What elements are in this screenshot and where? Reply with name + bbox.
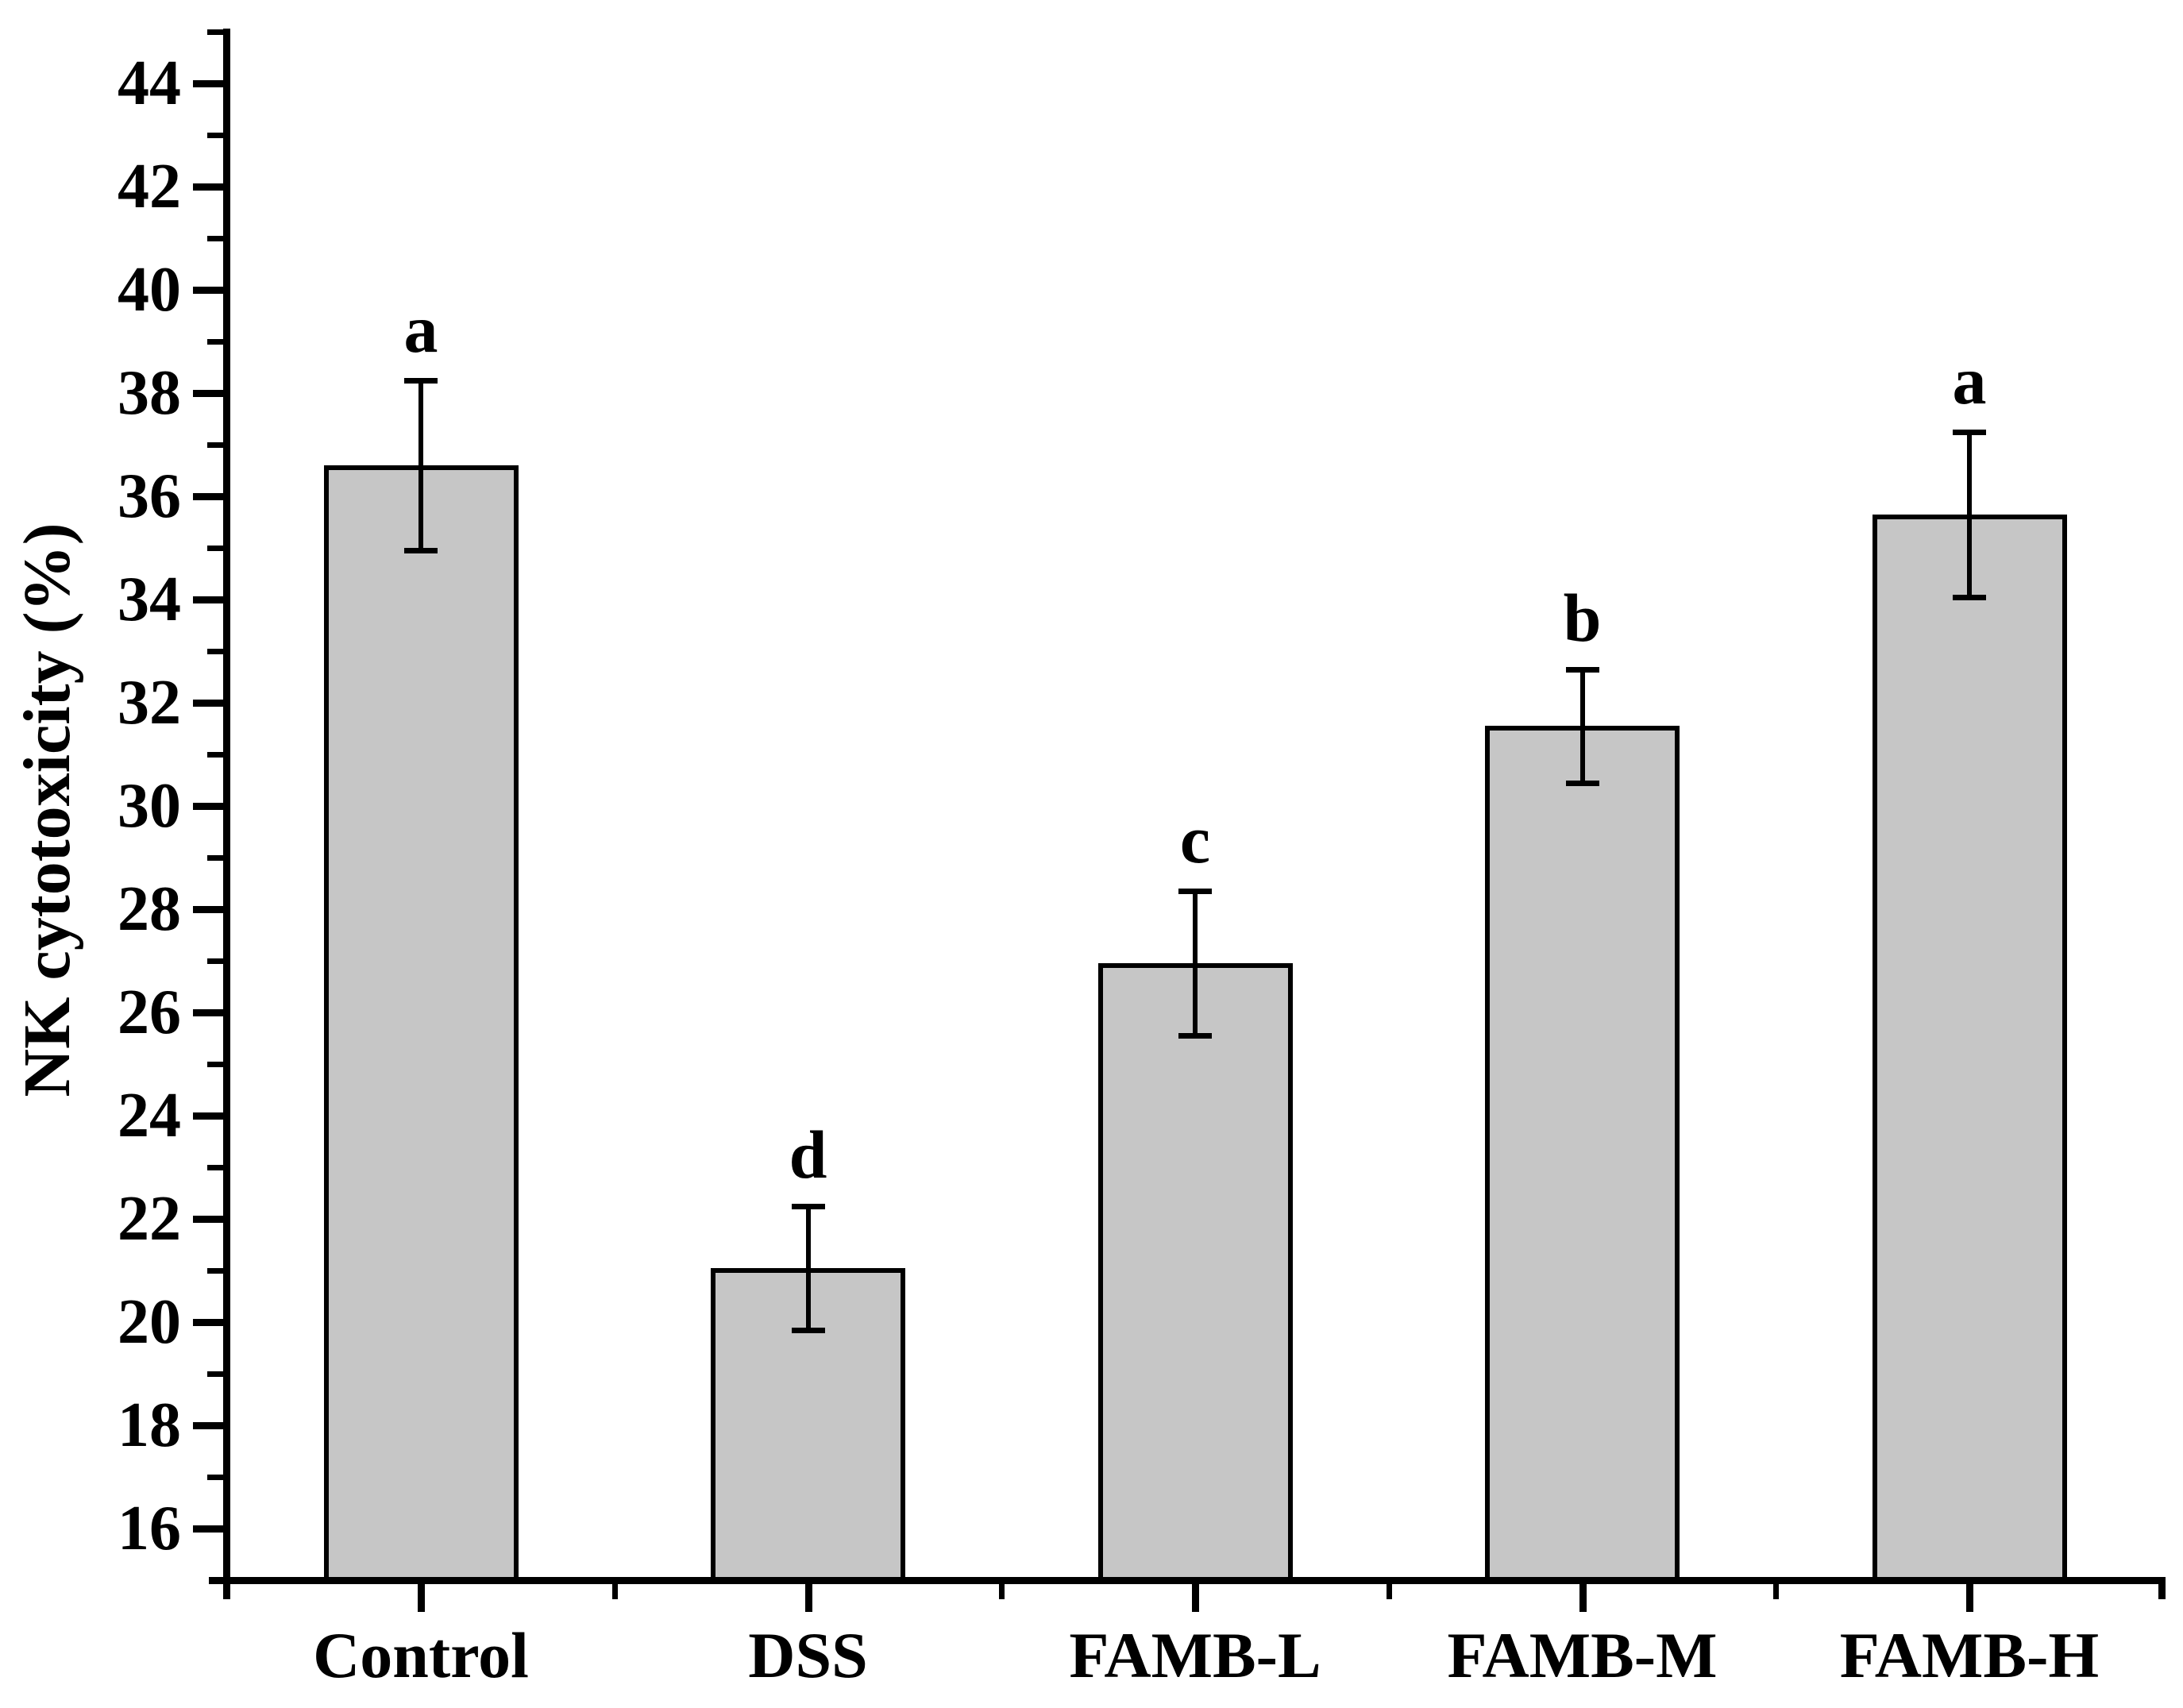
y-minor-tick [207, 1475, 223, 1480]
bar-famb-h [1872, 514, 2067, 1583]
y-major-tick [193, 183, 223, 191]
y-tick-label: 42 [118, 152, 181, 222]
y-tick-label: 30 [118, 771, 181, 841]
y-minor-tick [207, 649, 223, 654]
x-axis-end-tick [2158, 1580, 2166, 1599]
y-major-tick [193, 1525, 223, 1533]
y-tick-label: 22 [118, 1184, 181, 1254]
error-bar-cap-top [404, 377, 438, 384]
y-major-tick [193, 390, 223, 397]
error-bar-cap-top [1565, 666, 1599, 673]
error-bar-cap-bottom [404, 548, 438, 554]
y-major-tick [193, 596, 223, 603]
x-minor-tick [1386, 1583, 1392, 1599]
x-axis-line [209, 1577, 2166, 1584]
y-tick-label: 36 [118, 461, 181, 531]
significance-letter: b [1563, 579, 1602, 656]
y-minor-tick [207, 752, 223, 758]
significance-letter: d [789, 1116, 827, 1193]
y-major-tick [193, 493, 223, 500]
significance-letter: a [403, 290, 438, 367]
x-category-label: FAMB-M [1447, 1619, 1718, 1691]
y-tick-label: 34 [118, 565, 181, 634]
x-major-tick [1579, 1583, 1587, 1612]
y-minor-tick [207, 133, 223, 138]
error-bar-cap-top [791, 1203, 825, 1209]
y-tick-label: 26 [118, 977, 181, 1047]
y-minor-tick [207, 442, 223, 448]
error-bar-stem [1579, 669, 1585, 783]
y-major-tick [193, 287, 223, 294]
y-minor-tick [207, 546, 223, 551]
significance-letter: c [1179, 801, 1211, 878]
error-bar-stem [805, 1205, 811, 1330]
x-category-label: Control [313, 1619, 529, 1691]
error-bar-cap-bottom [1178, 1033, 1212, 1039]
y-major-tick [193, 1422, 223, 1429]
y-minor-tick [207, 29, 223, 35]
x-major-tick [1192, 1583, 1199, 1612]
y-major-tick [193, 1319, 223, 1326]
bar-famb-l [1097, 963, 1293, 1583]
x-category-label: FAMB-H [1839, 1619, 2100, 1691]
y-minor-tick [207, 1371, 223, 1377]
bar-control [323, 465, 519, 1583]
y-major-tick [193, 1009, 223, 1016]
y-tick-label: 40 [118, 255, 181, 325]
y-minor-tick [207, 1062, 223, 1067]
y-major-tick [193, 803, 223, 810]
y-major-tick [193, 700, 223, 707]
error-bar-cap-top [1953, 429, 1986, 435]
x-minor-tick [611, 1583, 618, 1599]
bar-famb-m [1485, 726, 1680, 1583]
y-tick-label: 38 [118, 358, 181, 428]
x-category-label: DSS [748, 1619, 868, 1691]
error-bar-cap-top [1178, 889, 1212, 895]
error-bar-stem [1967, 431, 1972, 597]
error-bar-stem [418, 380, 423, 551]
x-major-tick [804, 1583, 812, 1612]
y-major-tick [193, 1112, 223, 1120]
y-tick-label: 28 [118, 874, 181, 944]
y-minor-tick [207, 958, 223, 964]
y-minor-tick [207, 339, 223, 345]
y-minor-tick [207, 236, 223, 241]
y-tick-label: 18 [118, 1390, 181, 1460]
error-bar-cap-bottom [1953, 594, 1986, 600]
x-category-label: FAMB-L [1069, 1619, 1321, 1691]
y-tick-label: 44 [118, 48, 181, 118]
x-minor-tick [999, 1583, 1005, 1599]
significance-letter: a [1952, 341, 1987, 418]
y-tick-label: 32 [118, 668, 181, 738]
x-minor-tick [1773, 1583, 1780, 1599]
x-major-tick [418, 1583, 425, 1612]
y-major-tick [193, 1216, 223, 1223]
x-major-tick [1966, 1583, 1973, 1612]
y-axis-line [223, 29, 230, 1599]
y-major-tick [193, 80, 223, 87]
y-major-tick [193, 906, 223, 913]
y-minor-tick [207, 855, 223, 861]
y-tick-label: 16 [118, 1494, 181, 1563]
y-minor-tick [207, 1268, 223, 1274]
y-tick-label: 24 [118, 1081, 181, 1151]
error-bar-cap-bottom [1565, 780, 1599, 786]
y-tick-label: 20 [118, 1287, 181, 1357]
error-bar-stem [1193, 891, 1198, 1036]
y-minor-tick [207, 1165, 223, 1170]
error-bar-cap-bottom [791, 1327, 825, 1333]
